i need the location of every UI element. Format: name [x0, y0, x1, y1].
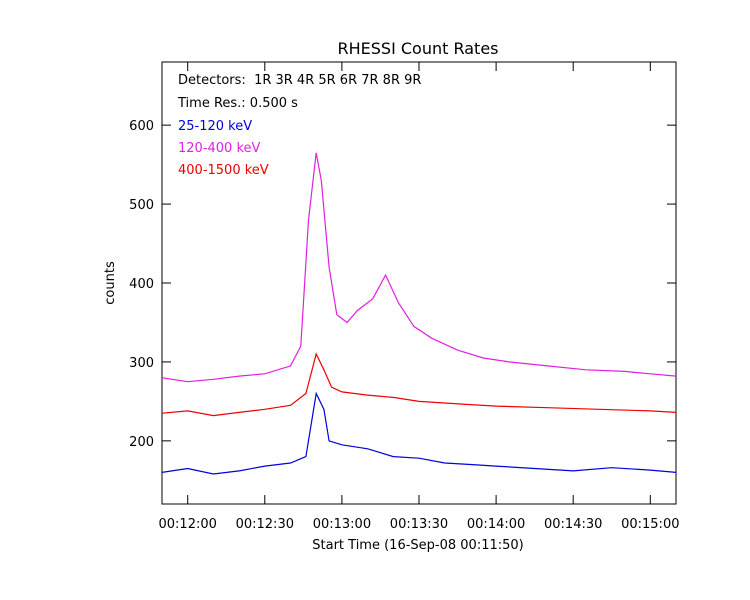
legend-entry-120-400-kev: 120-400 keV: [178, 141, 261, 156]
x-tick-label: 00:14:00: [467, 517, 525, 532]
y-tick-label: 300: [129, 356, 154, 371]
x-tick-label: 00:14:30: [544, 517, 602, 532]
legend: 25-120 keV 120-400 keV 400-1500 keV: [178, 119, 269, 178]
y-tick-label: 500: [129, 198, 154, 213]
x-tick-label: 00:13:00: [313, 517, 371, 532]
y-axis-label: counts: [103, 261, 118, 305]
legend-entry-25-120-kev: 25-120 keV: [178, 119, 252, 134]
series-line-400-1500-kev: [161, 352, 677, 417]
series-line-25-120-kev: [161, 391, 677, 475]
y-tick-label: 200: [129, 435, 154, 450]
y-tick-label: 600: [129, 119, 154, 134]
chart-title: RHESSI Count Rates: [338, 39, 499, 58]
x-axis-label: Start Time (16-Sep-08 00:11:50): [312, 538, 523, 553]
y-tick-label: 400: [129, 277, 154, 292]
annotation-box: Detectors: 1R 3R 4R 5R 6R 7R 8R 9R Time …: [177, 73, 421, 111]
series-line-120-400-kev: [161, 152, 677, 383]
x-tick-label: 00:15:00: [621, 517, 679, 532]
x-tick-label: 00:12:00: [159, 517, 217, 532]
time-resolution-annotation: Time Res.: 0.500 s: [177, 96, 298, 111]
x-tick-label: 00:13:30: [390, 517, 448, 532]
legend-entry-400-1500-kev: 400-1500 keV: [178, 163, 269, 178]
detectors-annotation: Detectors: 1R 3R 4R 5R 6R 7R 8R 9R: [178, 73, 421, 88]
axis-layer: 00:12:00 00:12:30 00:13:00 00:13:30 00:14:00…: [129, 62, 679, 532]
series-layer: [161, 152, 677, 475]
x-tick-label: 00:12:30: [236, 517, 294, 532]
